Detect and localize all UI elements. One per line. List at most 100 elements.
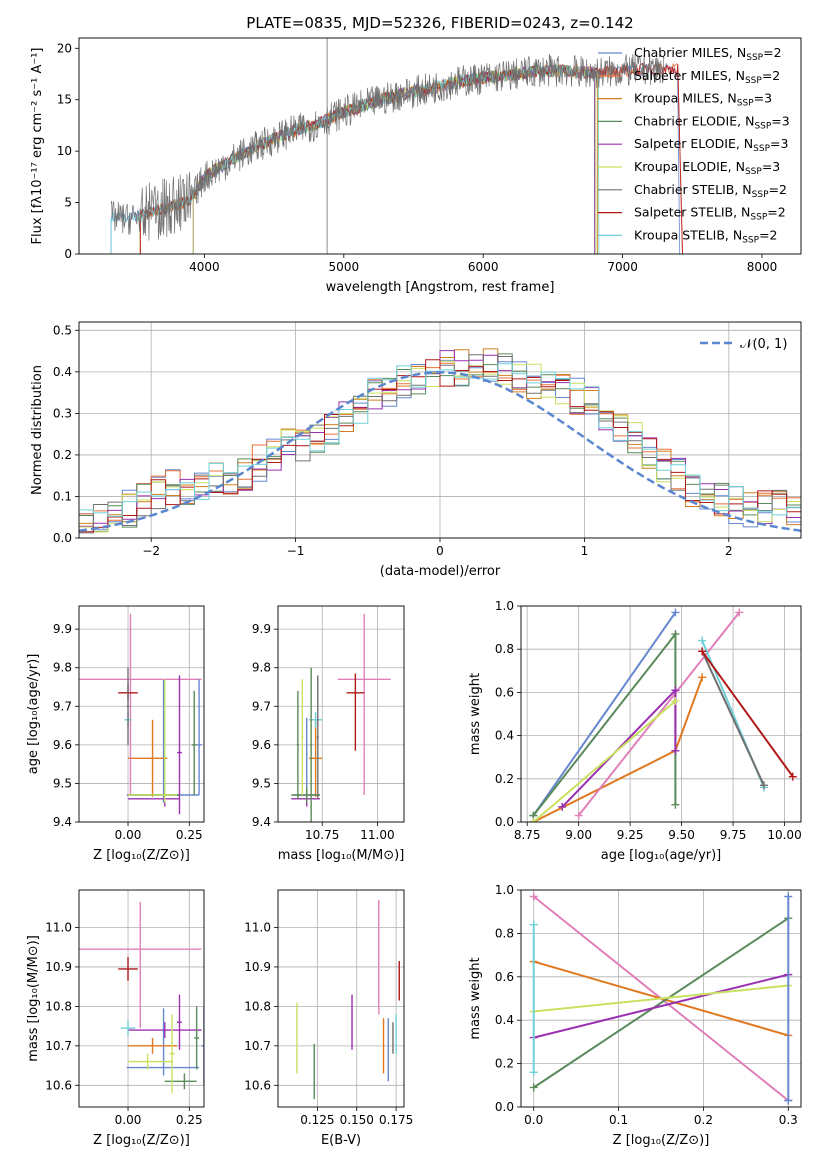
x-tick-label: 11.00 — [360, 828, 394, 842]
weight-line — [532, 700, 677, 822]
error-point — [164, 1073, 197, 1090]
y-axis-label: mass weight — [468, 957, 483, 1039]
weight-marker — [759, 781, 768, 790]
y-tick-label: 9.6 — [252, 738, 271, 752]
x-axis-label: Z [log₁₀(Z/Z⊙)] — [613, 1133, 710, 1148]
x-tick-label: 0.175 — [379, 1113, 413, 1127]
error-point — [128, 1053, 173, 1070]
x-tick-label: 0.3 — [779, 1113, 798, 1127]
mass-vs-ebv-points-group — [296, 899, 400, 1100]
x-tick-label: 6000 — [468, 260, 499, 274]
error-point — [177, 994, 182, 1050]
y-tick-label: 0.2 — [495, 1057, 514, 1071]
x-tick-label: 10.00 — [767, 828, 801, 842]
weight-line — [532, 631, 677, 817]
error-point — [120, 1020, 136, 1036]
error-point — [194, 1006, 200, 1070]
y-tick-label: 0.8 — [495, 642, 514, 656]
x-tick-label: 9.00 — [565, 828, 592, 842]
weight-marker — [784, 892, 793, 901]
error-point — [128, 791, 180, 807]
weight-vs-z-axes: 0.0 0.1 0.2 0.3 0.0 0.2 0.4 0.6 0.8 1.0 Z [log₁₀(Z… — [468, 883, 801, 1148]
y-tick-label: 10.9 — [45, 960, 72, 974]
legend-label: Chabrier ELODIE, NSSP=3 — [634, 113, 790, 131]
error-point — [128, 719, 168, 797]
spectrum-series-group — [110, 38, 683, 254]
error-point — [177, 675, 182, 815]
x-tick-label: 0.125 — [300, 1113, 334, 1127]
weight-marker — [558, 802, 567, 811]
y-tick-label: 0.6 — [495, 970, 514, 984]
histogram-series-group — [79, 348, 801, 534]
x-tick-label: 4000 — [189, 260, 220, 274]
y-tick-label: 10.8 — [244, 999, 271, 1013]
weight-vs-age-series-group — [529, 608, 797, 822]
error-point — [337, 613, 391, 795]
histogram-line — [79, 363, 801, 517]
residuals-frame — [78, 321, 802, 539]
y-axis-label: mass [log₁₀(M/M⊙)] — [26, 935, 41, 1062]
y-tick-label: 0.3 — [53, 406, 72, 420]
mass-vs-ebv-frame — [277, 889, 405, 1108]
x-tick-label: 9.25 — [617, 828, 644, 842]
x-axis-label: age [log₁₀(age/yr)] — [601, 848, 722, 863]
y-tick-label: 20 — [57, 41, 72, 55]
weight-line — [701, 650, 794, 778]
y-tick-label: 0 — [64, 247, 72, 261]
weight-marker — [574, 811, 583, 820]
error-point — [301, 679, 304, 795]
weight-marker — [529, 1068, 538, 1077]
error-point — [128, 1037, 178, 1054]
error-point — [128, 679, 178, 803]
legend-label: Salpeter MILES, NSSP=2 — [634, 68, 780, 86]
error-point — [118, 957, 138, 981]
y-tick-label: 9.7 — [53, 699, 72, 713]
error-point — [79, 613, 202, 795]
weight-line — [532, 611, 677, 817]
y-tick-label: 15 — [57, 93, 72, 107]
weight-line — [533, 973, 789, 1039]
age-vs-mass-axes: 10.75 11.00 9.4 9.5 9.6 9.7 9.8 9.9 mass [log₁₀(… — [252, 606, 404, 863]
observed-spectrum-line — [110, 53, 665, 241]
y-tick-label: 9.9 — [252, 622, 271, 636]
x-axis-label: E(B-V) — [321, 1133, 361, 1148]
y-tick-label: 10.6 — [45, 1078, 72, 1092]
weight-vs-z-series-group — [529, 892, 793, 1105]
weight-marker — [529, 1083, 538, 1092]
y-tick-label: 9.5 — [252, 776, 271, 790]
x-tick-label: 0 — [436, 544, 444, 558]
weight-marker — [671, 608, 680, 617]
age-vs-z-axes: 0.00 0.25 9.4 9.5 9.6 9.7 9.8 9.9 Z [log₁₀(Z/Z⊙)… — [26, 606, 204, 863]
weight-marker — [671, 630, 680, 639]
y-axis-label: Flux [fλ10⁻¹⁷ erg cm⁻² s⁻¹ A⁻¹] — [30, 48, 45, 245]
legend-label: Kroupa MILES, NSSP=3 — [634, 91, 772, 109]
error-point — [79, 901, 202, 1029]
weight-marker — [529, 920, 538, 929]
y-axis-label: Normed distribution — [30, 365, 45, 495]
legend-label: Kroupa ELODIE, NSSP=3 — [634, 159, 780, 177]
x-axis-label: (data-model)/error — [380, 564, 501, 579]
weight-vs-age-frame — [520, 605, 802, 823]
spectrum-axes: 4000 5000 6000 7000 8000 0 5 10 15 20 wavelength [… — [30, 41, 777, 295]
x-axis-label: Z [log₁₀(Z/Z⊙)] — [93, 848, 190, 863]
weight-line — [533, 984, 789, 1013]
spectrum-legend: Chabrier MILES, NSSP=2 Salpeter MILES, NS… — [598, 45, 790, 245]
y-tick-label: 10.8 — [45, 999, 72, 1013]
weight-line — [701, 650, 765, 786]
weight-marker — [671, 746, 680, 755]
weight-marker — [698, 647, 707, 656]
x-tick-label: −2 — [142, 544, 160, 558]
weight-marker — [671, 697, 680, 706]
error-point — [346, 673, 365, 751]
y-tick-label: 11.0 — [45, 920, 72, 934]
y-tick-label: 10.7 — [45, 1039, 72, 1053]
y-tick-label: 9.4 — [53, 815, 72, 829]
x-tick-label: 0.00 — [115, 1113, 142, 1127]
x-tick-label: 2 — [725, 544, 733, 558]
legend-label: Chabrier MILES, NSSP=2 — [634, 45, 782, 63]
weight-marker — [698, 673, 707, 682]
y-tick-label: 9.5 — [53, 776, 72, 790]
y-tick-label: 10.9 — [244, 960, 271, 974]
y-tick-label: 0.0 — [53, 531, 72, 545]
